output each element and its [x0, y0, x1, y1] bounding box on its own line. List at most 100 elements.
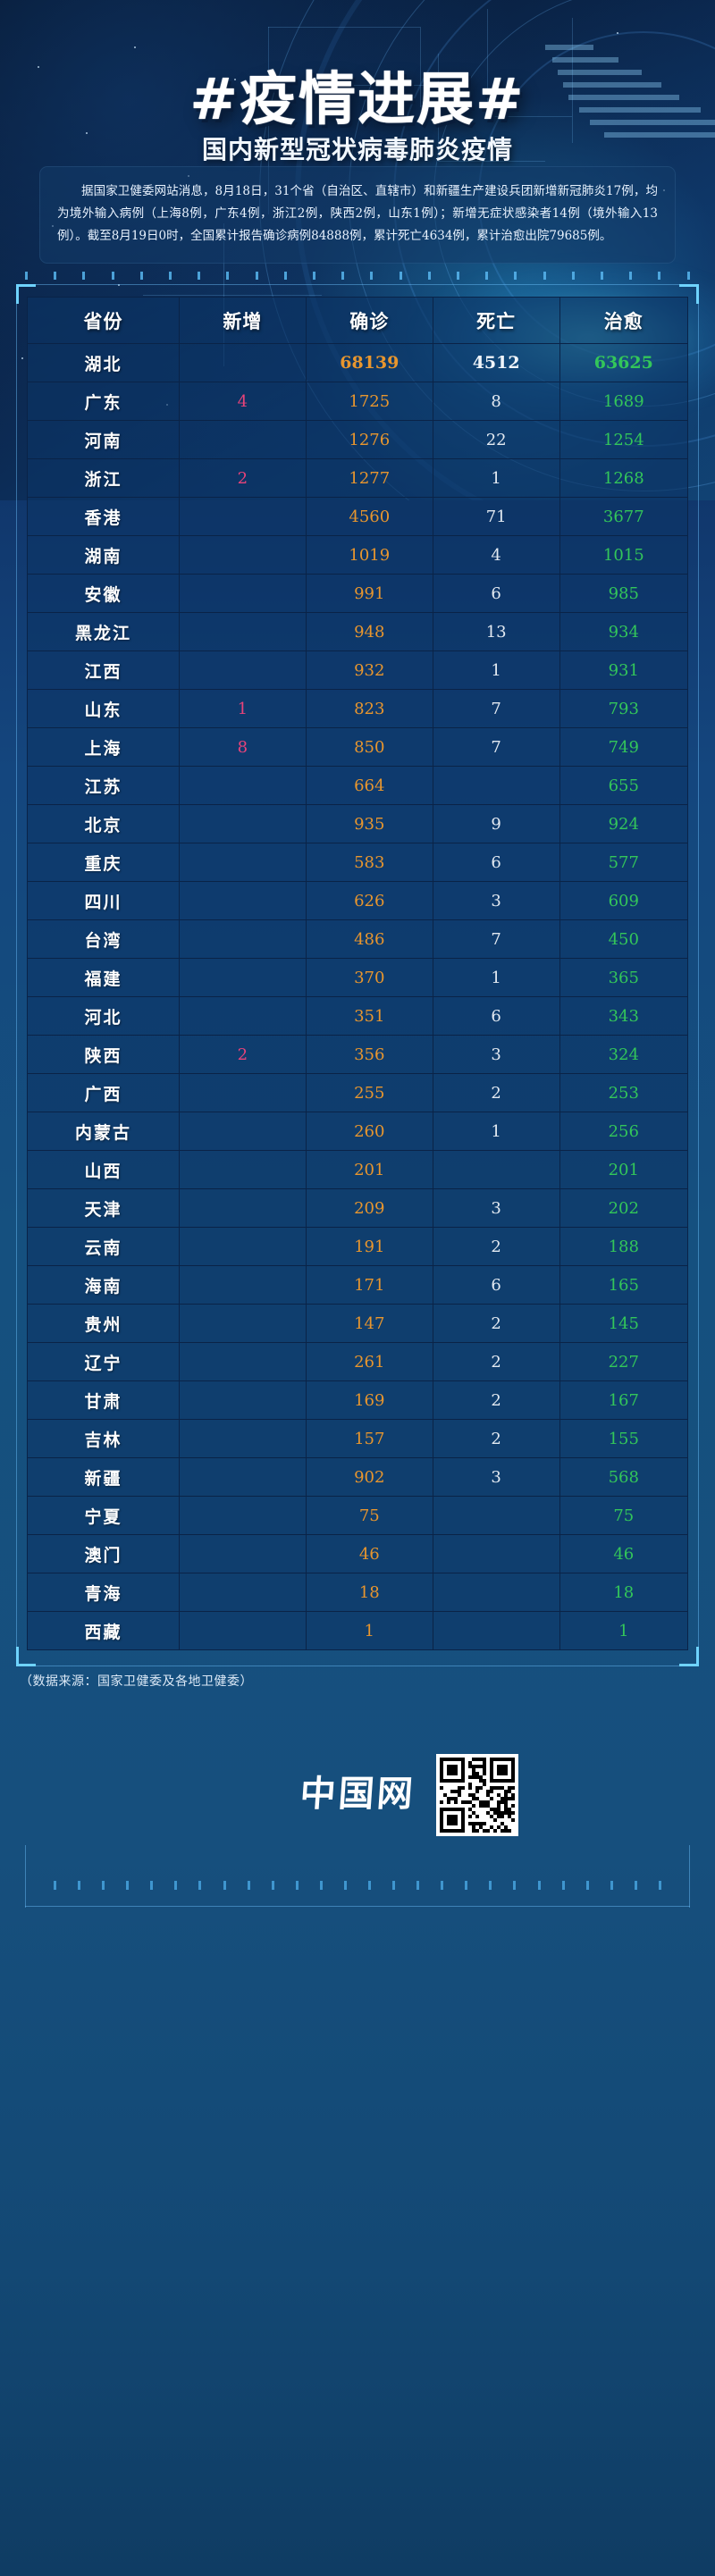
table-row: 吉林 157 2 155 [27, 1419, 689, 1458]
cell-confirmed: 147 [305, 1304, 433, 1343]
cell-deaths: 7 [432, 727, 560, 767]
cell-new [178, 535, 307, 575]
cell-new: 4 [178, 382, 307, 421]
table-row: 广东 4 1725 8 1689 [27, 382, 689, 421]
cell-new [178, 1342, 307, 1381]
china-net-logo: 中国网 [298, 1773, 416, 1815]
cell-new [178, 650, 307, 690]
cell-new [178, 1573, 307, 1612]
cell-deaths [432, 766, 560, 805]
cell-province: 安徽 [27, 574, 180, 613]
decorative-bottom-rule [25, 1906, 690, 1907]
cell-new [178, 574, 307, 613]
cell-new [178, 1150, 307, 1189]
cell-confirmed: 902 [305, 1457, 433, 1497]
cell-province: 台湾 [27, 919, 180, 959]
cell-deaths [432, 1496, 560, 1535]
cell-deaths: 6 [432, 574, 560, 613]
cell-deaths: 8 [432, 382, 560, 421]
cell-confirmed: 157 [305, 1419, 433, 1458]
cell-confirmed: 201 [305, 1150, 433, 1189]
cell-confirmed: 370 [305, 958, 433, 997]
cell-province: 广西 [27, 1073, 180, 1112]
cell-province: 上海 [27, 727, 180, 767]
cell-confirmed: 948 [305, 612, 433, 651]
cell-deaths [432, 1150, 560, 1189]
cell-deaths [432, 1573, 560, 1612]
cell-province: 河北 [27, 996, 180, 1036]
cell-confirmed: 4560 [305, 497, 433, 536]
cell-cured: 749 [559, 727, 689, 767]
cell-confirmed: 1 [305, 1611, 433, 1650]
cell-new [178, 1534, 307, 1573]
cell-province: 福建 [27, 958, 180, 997]
cell-cured: 343 [559, 996, 689, 1036]
summary-text: 据国家卫健委网站消息，8月18日，31个省（自治区、直辖市）和新疆生产建设兵团新… [57, 184, 658, 243]
table-row: 台湾 486 7 450 [27, 919, 689, 959]
cell-confirmed: 171 [305, 1265, 433, 1305]
column-header-province: 省份 [27, 297, 180, 344]
cell-new: 1 [178, 689, 307, 728]
cell-cured: 931 [559, 650, 689, 690]
cell-new [178, 612, 307, 651]
cell-deaths: 3 [432, 1457, 560, 1497]
cell-new [178, 1073, 307, 1112]
cell-new [178, 919, 307, 959]
cell-province: 贵州 [27, 1304, 180, 1343]
table-row: 辽宁 261 2 227 [27, 1342, 689, 1381]
cell-deaths: 3 [432, 881, 560, 920]
cell-province: 海南 [27, 1265, 180, 1305]
cell-province: 西藏 [27, 1611, 180, 1650]
cell-deaths [432, 1611, 560, 1650]
cell-province: 云南 [27, 1227, 180, 1266]
cell-confirmed: 850 [305, 727, 433, 767]
decorative-bottom-dashes [54, 1881, 661, 1890]
cell-cured: 365 [559, 958, 689, 997]
cell-confirmed: 75 [305, 1496, 433, 1535]
cell-province: 新疆 [27, 1457, 180, 1497]
table-row: 新疆 902 3 568 [27, 1457, 689, 1497]
cell-new [178, 996, 307, 1036]
cell-deaths: 2 [432, 1304, 560, 1343]
covid-statistics-table: 省份 新增 确诊 死亡 治愈 湖北 68139 4512 63625 广东 4 1725 8 1… [27, 297, 689, 1650]
cell-new: 8 [178, 727, 307, 767]
cell-deaths: 1 [432, 1112, 560, 1151]
cell-confirmed: 68139 [305, 343, 433, 382]
cell-new [178, 881, 307, 920]
cell-deaths: 7 [432, 689, 560, 728]
table-row: 黑龙江 948 13 934 [27, 612, 689, 651]
table-row: 湖南 1019 4 1015 [27, 535, 689, 575]
cell-cured: 188 [559, 1227, 689, 1266]
cell-new [178, 1265, 307, 1305]
table-row: 福建 370 1 365 [27, 958, 689, 997]
cell-deaths: 1 [432, 458, 560, 498]
cell-confirmed: 46 [305, 1534, 433, 1573]
table-row: 广西 255 2 253 [27, 1073, 689, 1112]
cell-new [178, 766, 307, 805]
decorative-side-rule-right [689, 1845, 690, 1908]
cell-deaths: 7 [432, 919, 560, 959]
cell-confirmed: 261 [305, 1342, 433, 1381]
cell-new: 2 [178, 1035, 307, 1074]
cell-deaths: 3 [432, 1188, 560, 1228]
cell-province: 江苏 [27, 766, 180, 805]
cell-confirmed: 356 [305, 1035, 433, 1074]
qr-code[interactable] [436, 1754, 518, 1836]
cell-province: 四川 [27, 881, 180, 920]
cell-new [178, 420, 307, 459]
cell-cured: 63625 [559, 343, 689, 382]
cell-cured: 46 [559, 1534, 689, 1573]
cell-province: 河南 [27, 420, 180, 459]
cell-confirmed: 935 [305, 804, 433, 843]
cell-cured: 577 [559, 843, 689, 882]
cell-cured: 655 [559, 766, 689, 805]
table-row: 湖北 68139 4512 63625 [27, 343, 689, 382]
table-row: 西藏 1 1 [27, 1611, 689, 1650]
cell-confirmed: 169 [305, 1380, 433, 1420]
table-row: 山西 201 201 [27, 1150, 689, 1189]
cell-new [178, 1611, 307, 1650]
cell-province: 宁夏 [27, 1496, 180, 1535]
cell-deaths: 6 [432, 843, 560, 882]
cell-province: 黑龙江 [27, 612, 180, 651]
cell-new [178, 1419, 307, 1458]
